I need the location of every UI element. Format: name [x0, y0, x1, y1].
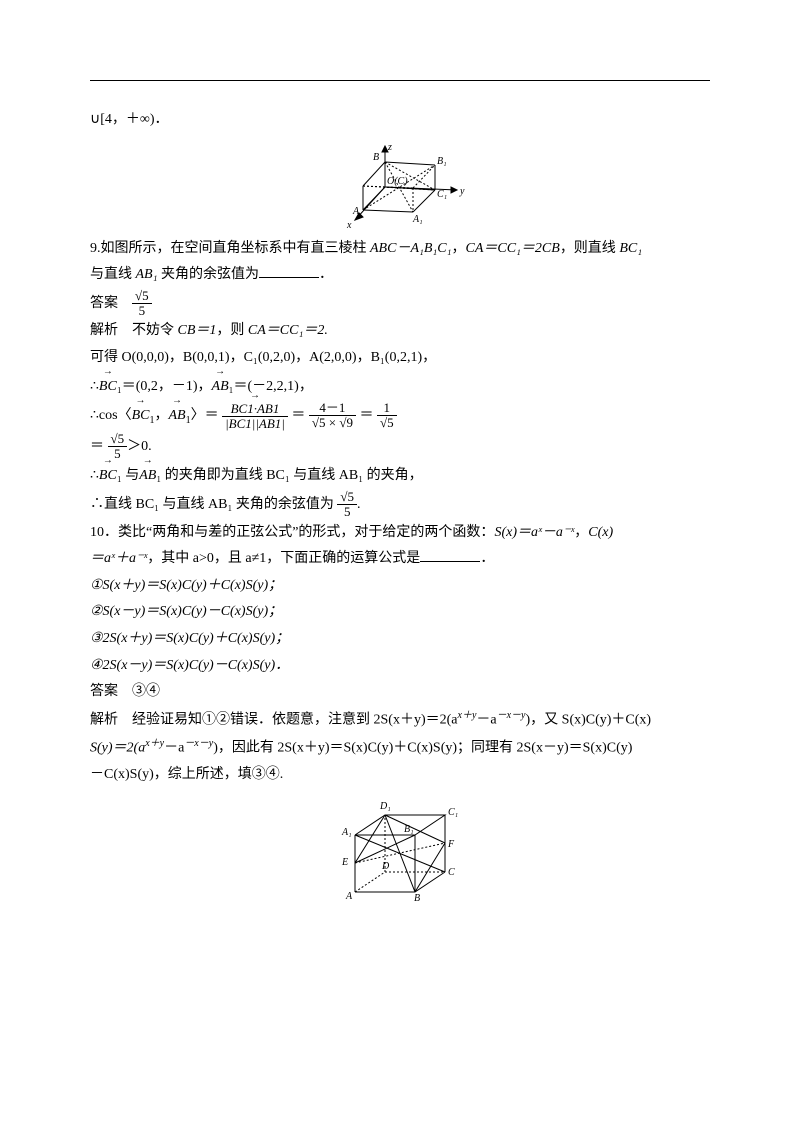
svg-text:C₁: C₁	[437, 189, 447, 200]
conclusion-2: ∴直线 BC₁ 与直线 AB₁ 夹角的余弦值为 √55.	[90, 490, 710, 520]
svg-text:x: x	[346, 220, 352, 231]
svg-text:A: A	[352, 206, 360, 217]
page: ∪[4，＋∞)．	[0, 0, 800, 1132]
svg-text:D: D	[381, 861, 390, 872]
svg-text:B: B	[373, 152, 379, 163]
option-4: ④2S(x－y)＝S(x)C(y)－C(x)S(y)．	[90, 653, 710, 680]
prism-svg: z y x B B₁ O(C) C₁ A A₁	[325, 142, 475, 232]
svg-text:E: E	[341, 857, 348, 868]
explain-10-3: －C(x)S(y)，综上所述，填③④.	[90, 762, 710, 789]
option-1: ①S(x＋y)＝S(x)C(y)＋C(x)S(y)；	[90, 573, 710, 600]
conclusion-1: ∴BC₁ 与AB₁ 的夹角即为直线 BC₁ 与直线 AB₁ 的夹角，	[90, 461, 710, 490]
svg-text:A₁: A₁	[412, 214, 423, 225]
svg-text:A: A	[345, 891, 353, 902]
svg-text:C: C	[448, 867, 455, 878]
svg-text:y: y	[459, 186, 465, 197]
svg-text:D₁: D₁	[379, 801, 391, 812]
answer-10: 答案 ③④	[90, 679, 710, 706]
svg-text:A₁: A₁	[341, 827, 352, 838]
svg-text:B₁: B₁	[404, 824, 414, 835]
explain-10-2: S(y)＝2(ax＋y－a－x－y)，因此有 2S(x＋y)＝S(x)C(y)＋…	[90, 734, 710, 762]
option-3: ③2S(x＋y)＝S(x)C(y)＋C(x)S(y)；	[90, 626, 710, 653]
explain-9-1: 解析 不妨令 CB＝1，则 CA＝CC₁＝2.	[90, 318, 710, 345]
svg-text:B: B	[414, 893, 420, 904]
explain-10-1: 解析 经验证易知①②错误．依题意，注意到 2S(x＋y)＝2(ax＋y－a－x－…	[90, 706, 710, 734]
explain-9-2: 可得 O(0,0,0)，B(0,0,1)，C₁(0,2,0)，A(2,0,0)，…	[90, 345, 710, 372]
svg-text:O(C): O(C)	[387, 176, 408, 187]
problem-9: 9.如图所示，在空间直角坐标系中有直三棱柱 ABC－A₁B₁C₁，CA＝CC₁＝…	[90, 236, 710, 263]
problem-9-line2: 与直线 AB₁ 夹角的余弦值为．	[90, 262, 710, 289]
top-fragment: ∪[4，＋∞)．	[90, 107, 710, 134]
cos-line: ∴cos〈BC1，AB1〉＝ BC1·AB1|BC1||AB1| ＝ 4－1√5…	[90, 400, 710, 432]
cos-line-2: ＝ √55＞0.	[90, 432, 710, 462]
cube-svg: D₁ C₁ A₁ B₁ E F D C A B	[330, 797, 470, 907]
option-2: ②S(x－y)＝S(x)C(y)－C(x)S(y)；	[90, 599, 710, 626]
svg-text:F: F	[447, 839, 455, 850]
problem-10: 10．类比“两角和与差的正弦公式”的形式，对于给定的两个函数：S(x)＝aˣ－a…	[90, 520, 710, 547]
answer-9: 答案 √55	[90, 289, 710, 319]
figure-cube: D₁ C₁ A₁ B₁ E F D C A B	[90, 797, 710, 907]
svg-text:z: z	[387, 142, 392, 153]
vectors-line: ∴BC₁＝(0,2，－1)，AB₁＝(－2,2,1)，	[90, 372, 710, 401]
svg-text:C₁: C₁	[448, 807, 458, 818]
svg-text:B₁: B₁	[437, 156, 447, 167]
problem-10b: ＝aˣ＋a⁻ˣ，其中 a>0，且 a≠1，下面正确的运算公式是．	[90, 546, 710, 573]
top-rule	[90, 80, 710, 81]
figure-prism-axes: z y x B B₁ O(C) C₁ A A₁	[90, 142, 710, 232]
